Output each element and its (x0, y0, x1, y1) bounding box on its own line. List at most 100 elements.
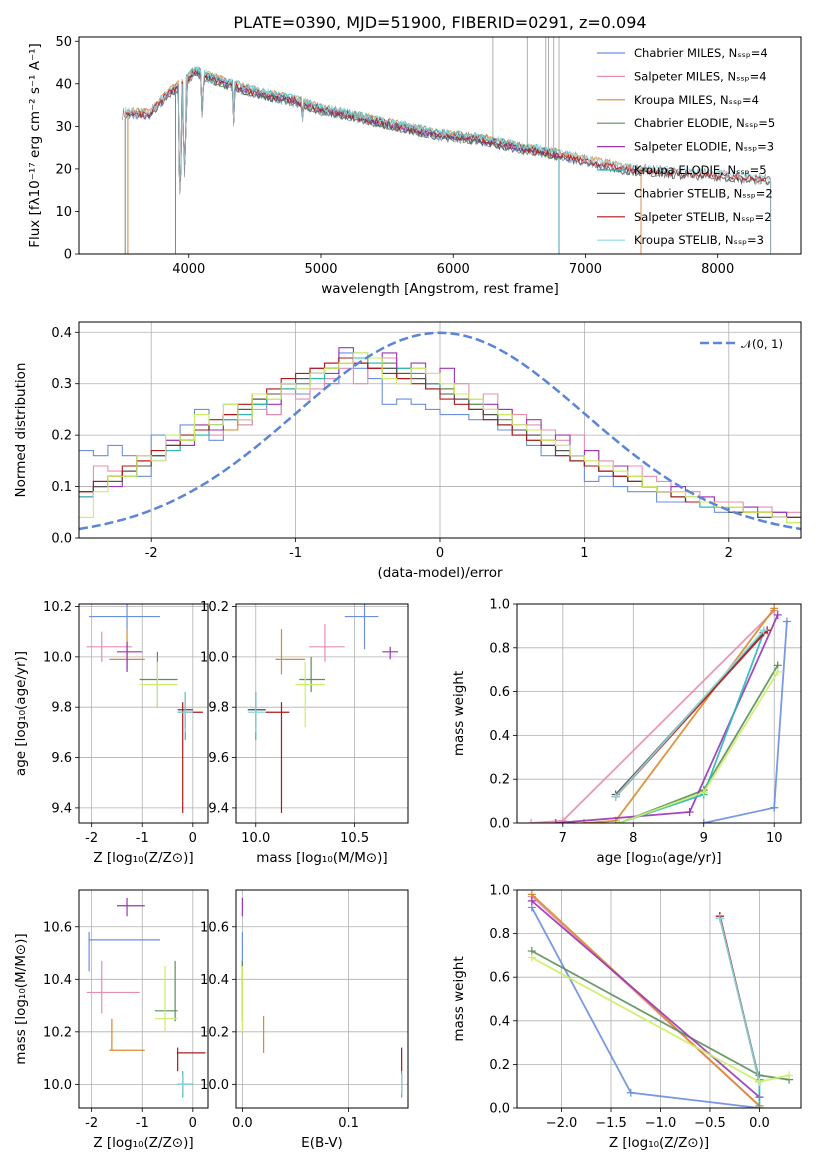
data-point (89, 604, 160, 630)
legend-label: Chabrier MILES, Nₛₛₚ=4 (634, 46, 768, 60)
y-tick-label: 40 (55, 77, 72, 92)
x-tick-label: -2 (85, 1116, 98, 1131)
weight-marker (759, 626, 768, 635)
x-tick-label: -1 (136, 831, 149, 846)
data-point (88, 932, 160, 972)
weight-marker (558, 816, 567, 823)
y-tick-label: 0.3 (51, 377, 72, 392)
y-tick-label: 9.4 (51, 801, 72, 816)
legend-label: Kroupa MILES, Nₛₛₚ=4 (634, 93, 759, 107)
panel-mass-weight-vs-age: 7 8 9 10 0.0 0.2 0.4 0.6 0.8 1.0 age [log₁₀(age/yr… (451, 598, 802, 866)
x-axis-label: mass [log₁₀(M/M⊙)] (256, 850, 387, 866)
x-tick-label: 0.0 (232, 1116, 253, 1131)
weight-line (719, 918, 761, 1083)
data-point (116, 897, 145, 917)
y-tick-label: 10.6 (43, 920, 72, 935)
y-tick-label: 0.2 (489, 1058, 510, 1073)
y-tick-label: 10.2 (200, 600, 229, 615)
panel-age-vs-mass: 10.0 10.5 9.4 9.6 9.8 10.0 10.2 mass [log₁₀(M/M… (200, 600, 409, 866)
data-point (139, 661, 178, 708)
x-tick-label: 10.0 (241, 831, 270, 846)
y-tick-label: 10.2 (43, 1025, 72, 1040)
model-spectrum (127, 68, 642, 254)
y-tick-label: 0.6 (489, 685, 510, 700)
x-tick-label: 7 (559, 831, 567, 846)
weight-marker (527, 953, 536, 962)
plot-area (79, 331, 801, 531)
x-axis-label: E(B-V) (301, 1135, 343, 1151)
gridlines (79, 604, 208, 823)
y-axis-label: mass [log₁₀(M/M⊙)] (13, 933, 29, 1064)
y-tick-label: 10.6 (200, 920, 229, 935)
model-spectrum (127, 71, 642, 254)
y-tick-label: 10.4 (200, 973, 229, 988)
y-tick-label: 0.4 (489, 1014, 510, 1029)
x-axis-label: age [log₁₀(age/yr)] (596, 850, 721, 866)
x-tick-label: -1 (136, 1116, 149, 1131)
axes-frame (78, 889, 209, 1109)
weight-marker (611, 792, 620, 801)
y-tick-label: 0.2 (489, 773, 510, 788)
data-point (86, 960, 140, 1014)
axes-frame (78, 36, 802, 255)
y-tick-label: 10.0 (200, 1078, 229, 1093)
plot-area (527, 890, 794, 1108)
weight-line (555, 614, 779, 823)
plot-area (527, 604, 791, 823)
weight-marker (699, 819, 708, 823)
plot-area (86, 897, 206, 1098)
x-tick-label: 10 (766, 831, 783, 846)
data-point (177, 1073, 193, 1095)
legend: Chabrier MILES, Nₛₛₚ=4 Salpeter MILES, Nₛ… (597, 46, 775, 247)
data-point (247, 692, 266, 733)
x-tick-label: 2 (725, 546, 733, 561)
data-point (139, 651, 178, 708)
y-tick-label: 9.6 (208, 751, 229, 766)
y-axis-label: Flux [fλ10⁻¹⁷ erg cm⁻² s⁻¹ A⁻¹] (27, 43, 43, 248)
x-tick-label: -1 (289, 546, 302, 561)
y-tick-label: 20 (55, 162, 72, 177)
data-point (344, 604, 379, 650)
panel-mass-vs-metallicity: -2 -1 0 10.0 10.2 10.4 10.6 Z [log₁₀(Z/Z⊙)] mass… (13, 889, 209, 1151)
data-point (154, 966, 178, 1032)
gridlines (79, 890, 208, 1108)
legend-label: Kroupa ELODIE, Nₛₛₚ=5 (634, 163, 767, 177)
x-axis-label: Z [log₁₀(Z/Z⊙)] (609, 1135, 709, 1151)
y-tick-label: 0.6 (489, 971, 510, 986)
weight-line (583, 607, 775, 823)
weight-marker (770, 803, 779, 812)
y-tick-label: 10.2 (43, 600, 72, 615)
data-point (382, 646, 399, 660)
y-tick-label: 1.0 (489, 598, 510, 613)
y-tick-label: 30 (55, 120, 72, 135)
weight-marker (626, 1088, 635, 1097)
axes-frame (235, 889, 409, 1109)
plot-area (241, 897, 403, 1098)
y-tick-label: 9.8 (51, 701, 72, 716)
y-tick-label: 10.2 (200, 1025, 229, 1040)
x-tick-label: 7000 (569, 262, 602, 277)
legend-label: Salpeter ELODIE, Nₛₛₚ=3 (634, 140, 774, 154)
weight-marker (773, 610, 782, 619)
y-axis-label: Normed distribution (13, 363, 29, 498)
panel-mass-vs-extinction: 0.0 0.1 10.0 10.2 10.4 10.6 E(B-V) (200, 889, 409, 1151)
x-tick-label: 9 (700, 831, 708, 846)
weight-line (618, 664, 779, 823)
legend-label: Salpeter STELIB, Nₛₛₚ=2 (634, 210, 772, 224)
x-tick-label: 5000 (304, 262, 337, 277)
y-tick-label: 0.2 (51, 429, 72, 444)
axes-frame (516, 889, 802, 1109)
weight-line (531, 609, 775, 823)
weight-marker (699, 788, 708, 797)
x-tick-label: 6000 (437, 262, 470, 277)
panel-age-vs-metallicity: -2 -1 0 9.4 9.6 9.8 10.0 10.2 Z [log₁₀(Z/Z⊙)] age… (13, 600, 209, 866)
x-axis-label: Z [log₁₀(Z/Z⊙)] (93, 1135, 193, 1151)
x-tick-label: 0.1 (338, 1116, 359, 1131)
weight-marker (755, 1104, 764, 1108)
data-point (247, 692, 266, 728)
axes-frame (516, 603, 802, 824)
x-tick-label: −0.5 (694, 1116, 726, 1131)
data-point (154, 960, 178, 1022)
gridlines (79, 322, 801, 539)
